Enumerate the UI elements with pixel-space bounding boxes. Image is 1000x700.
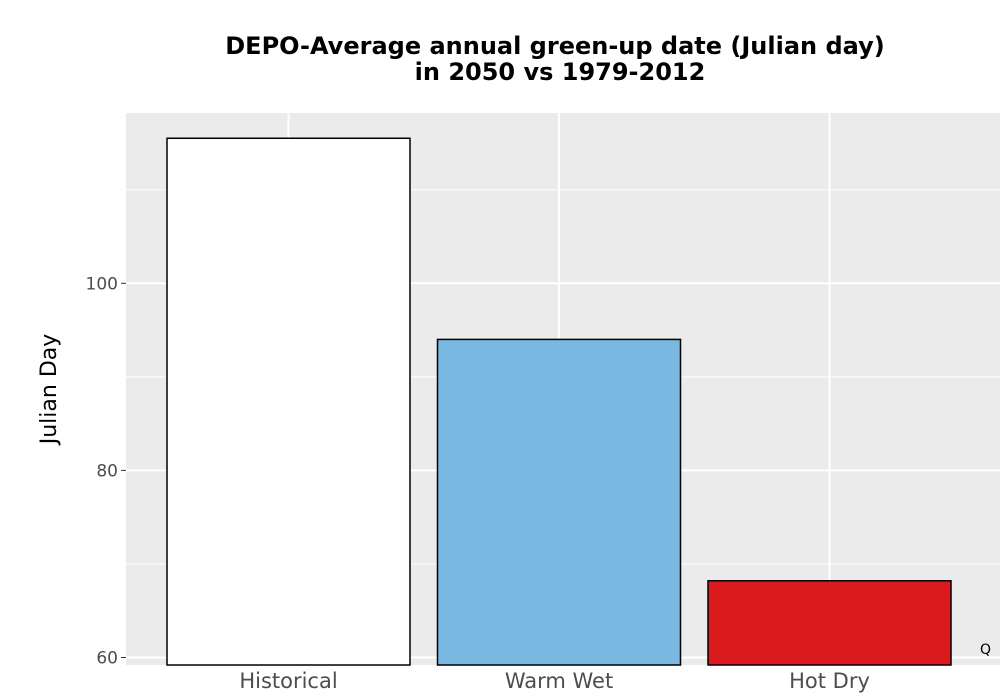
y-tick-label: 60 xyxy=(96,649,118,669)
x-tick-label: Hot Dry xyxy=(789,669,870,693)
x-tick-label: Historical xyxy=(239,669,337,693)
bar-historical xyxy=(166,137,411,666)
bars-layer xyxy=(166,137,952,666)
chart-title-line-1: DEPO-Average annual green-up date (Julia… xyxy=(225,32,884,60)
chart-title-line-2: in 2050 vs 1979-2012 xyxy=(415,58,706,86)
y-axis: 60 80 100 xyxy=(86,274,126,669)
corner-mark-text: Q xyxy=(980,642,991,658)
x-axis: Historical Warm Wet Hot Dry xyxy=(239,669,870,693)
bar-warm-wet xyxy=(436,338,682,666)
y-tick-label: 100 xyxy=(86,274,118,294)
y-tick-label: 80 xyxy=(96,461,118,481)
y-axis-title: Julian Day xyxy=(37,334,62,447)
x-tick-label: Warm Wet xyxy=(505,669,613,693)
bar-hot-dry xyxy=(707,580,952,666)
